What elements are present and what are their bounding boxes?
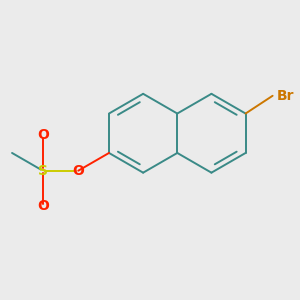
- Text: Br: Br: [277, 89, 295, 103]
- Text: S: S: [38, 164, 48, 178]
- Text: O: O: [37, 128, 49, 142]
- Text: O: O: [72, 164, 84, 178]
- Text: O: O: [37, 199, 49, 213]
